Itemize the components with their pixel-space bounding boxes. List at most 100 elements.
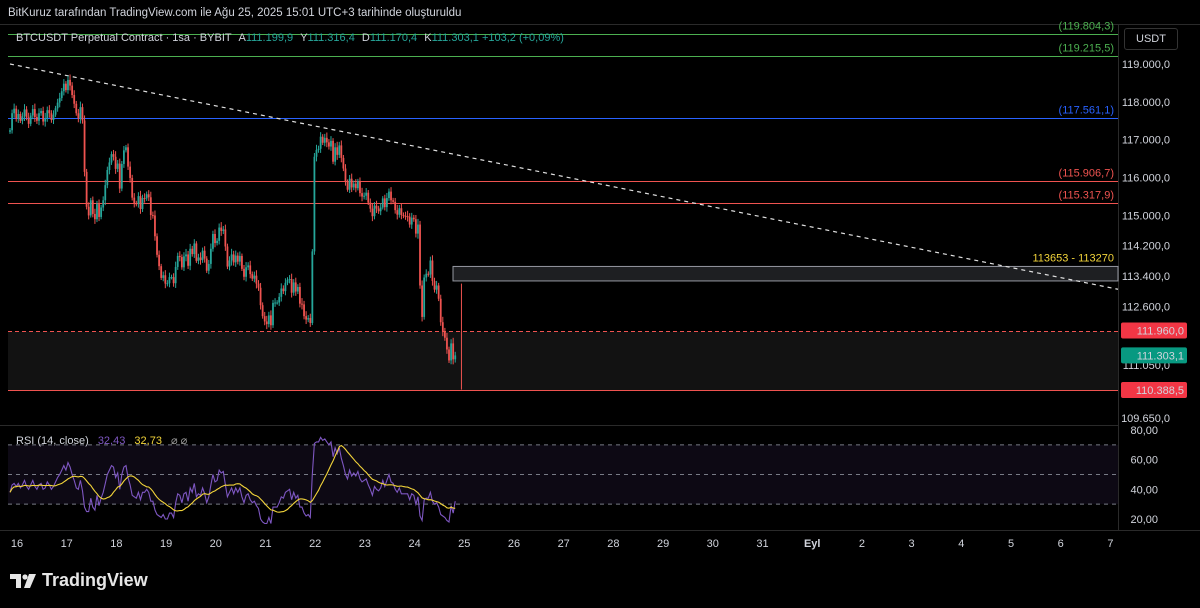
candle [400, 203, 403, 220]
candle-body [100, 207, 103, 217]
candle [425, 269, 428, 282]
candle [172, 273, 175, 287]
candle [170, 274, 173, 280]
candle [143, 193, 146, 203]
supply-zone-label: 113653 - 113270 [1032, 252, 1114, 264]
candle [236, 252, 239, 265]
support-dashed-tag [1121, 322, 1187, 339]
date-tick-label: 16 [11, 538, 23, 550]
candle [149, 191, 152, 221]
candle-body [166, 283, 169, 285]
date-tick-label: 24 [408, 538, 420, 550]
candle [104, 179, 107, 206]
date-tick-label: 3 [909, 538, 915, 550]
candle-body [232, 254, 235, 263]
candle-body [67, 79, 69, 91]
date-tick-label: 19 [160, 538, 172, 550]
candle [79, 101, 82, 124]
candle-body [328, 142, 330, 147]
candle [62, 79, 65, 96]
candle-body [69, 79, 71, 86]
candle [96, 200, 98, 223]
candle-body [396, 210, 399, 215]
supply-zone[interactable] [452, 265, 1119, 282]
candle-body [410, 217, 413, 225]
date-tick-label: 26 [508, 538, 520, 550]
candle-body [191, 248, 194, 255]
candle [309, 313, 312, 327]
candle [54, 105, 57, 117]
candle [255, 270, 258, 289]
candle-body [77, 113, 80, 119]
candle [33, 103, 36, 122]
support-dashed-tag-label: 111.960,0 [1137, 326, 1184, 338]
candle-body [178, 255, 181, 258]
candle [398, 204, 401, 218]
candle-body [340, 145, 343, 158]
candle-body [406, 216, 409, 218]
candle [328, 139, 330, 150]
candle-body [172, 277, 175, 284]
candle [42, 106, 45, 126]
trendline[interactable] [9, 63, 1119, 290]
candle [46, 106, 49, 122]
candle-body [377, 208, 380, 212]
candle-body [342, 157, 345, 169]
candle [452, 337, 455, 365]
candle-body [224, 229, 227, 247]
candle [67, 75, 69, 94]
rsi-line[interactable] [9, 436, 456, 525]
candle-body [197, 257, 200, 261]
price-tick-label: 109.650,0 [1121, 413, 1170, 425]
tradingview-brand[interactable]: TradingView [10, 570, 148, 591]
candle-body [261, 305, 264, 317]
date-tick-label: 27 [558, 538, 570, 550]
candle-body [214, 233, 216, 244]
candle [73, 90, 76, 109]
candle [56, 98, 59, 112]
candle [408, 213, 411, 228]
candle [394, 197, 397, 214]
candle-body [11, 113, 13, 131]
candle [375, 200, 378, 214]
currency-button[interactable]: USDT [1124, 28, 1178, 50]
candle-body [412, 217, 415, 220]
candle-body [31, 109, 34, 116]
candle-body [373, 205, 376, 217]
candle [404, 211, 407, 220]
candle-body [371, 208, 374, 217]
candle-body [81, 107, 84, 121]
candle [69, 74, 71, 91]
candle-body [305, 316, 308, 320]
rsi-ma-line[interactable] [9, 444, 456, 513]
candle-body [13, 108, 16, 114]
candle-body [234, 255, 237, 263]
candle [311, 249, 314, 326]
candle-body [114, 156, 117, 169]
candle-body [94, 213, 96, 220]
candle [23, 104, 26, 121]
candle [350, 173, 353, 193]
candle [207, 260, 210, 275]
candle-body [284, 282, 287, 292]
candle [294, 277, 297, 296]
candle-body [408, 216, 411, 225]
candle-body [98, 204, 100, 217]
candle [17, 109, 20, 123]
candle-body [226, 246, 229, 267]
candle [363, 192, 366, 200]
candle [299, 282, 301, 308]
candle-body [21, 116, 24, 121]
candle-body [288, 279, 291, 281]
candle-body [149, 197, 152, 216]
candle [325, 132, 328, 148]
candle-body [253, 275, 256, 279]
candle [383, 194, 386, 211]
candle [176, 252, 179, 270]
candle-body [363, 195, 366, 197]
candle-body [129, 166, 132, 178]
candle [245, 262, 247, 282]
candle-body [58, 98, 61, 103]
candle-body [303, 304, 305, 317]
